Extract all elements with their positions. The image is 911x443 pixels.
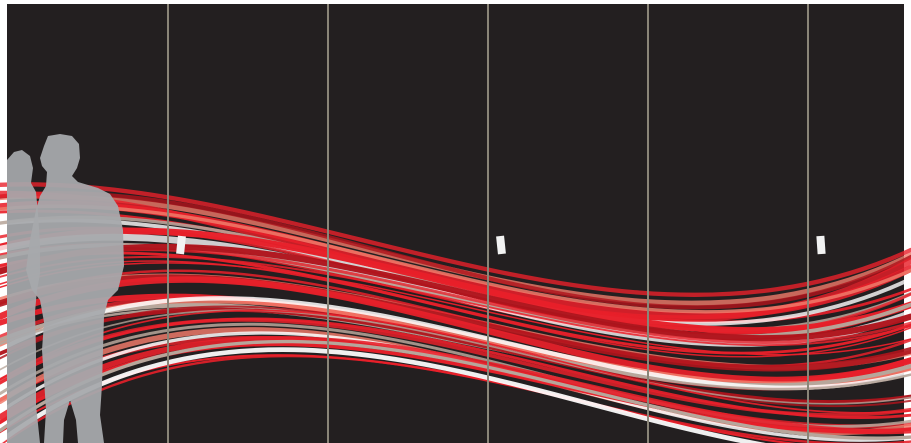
wave-ribbon [0,204,911,314]
wave-ribbon [0,243,911,342]
wave-ribbon [0,307,911,404]
wave-ribbon [0,309,911,405]
wave-ribbon [0,262,911,356]
wave-ribbon [0,296,911,390]
wave-ribbon [0,251,911,355]
wave-ribbon [0,354,911,443]
wave-ribbon [0,309,911,414]
door-handles [176,235,826,255]
wave-ribbon [0,256,911,347]
wave-ribbon [0,182,911,297]
wave-ribbon [0,227,911,334]
people-silhouettes [7,134,124,443]
wave-ribbon [0,336,911,435]
wave-ribbon [0,339,911,440]
wave-ribbon [0,191,911,310]
door-handle-icon [816,235,826,255]
wave-ribbon [0,274,911,372]
person-silhouette-icon [26,134,124,443]
wave-ribbon [0,317,911,420]
person-silhouette-icon [7,150,40,443]
door-dividers [167,4,809,443]
door-handle-icon [496,235,506,255]
wave-ribbon [0,260,911,358]
wave-ribbon [0,347,767,443]
wave-ribbons [0,182,911,443]
door-handle-icon [176,235,186,255]
